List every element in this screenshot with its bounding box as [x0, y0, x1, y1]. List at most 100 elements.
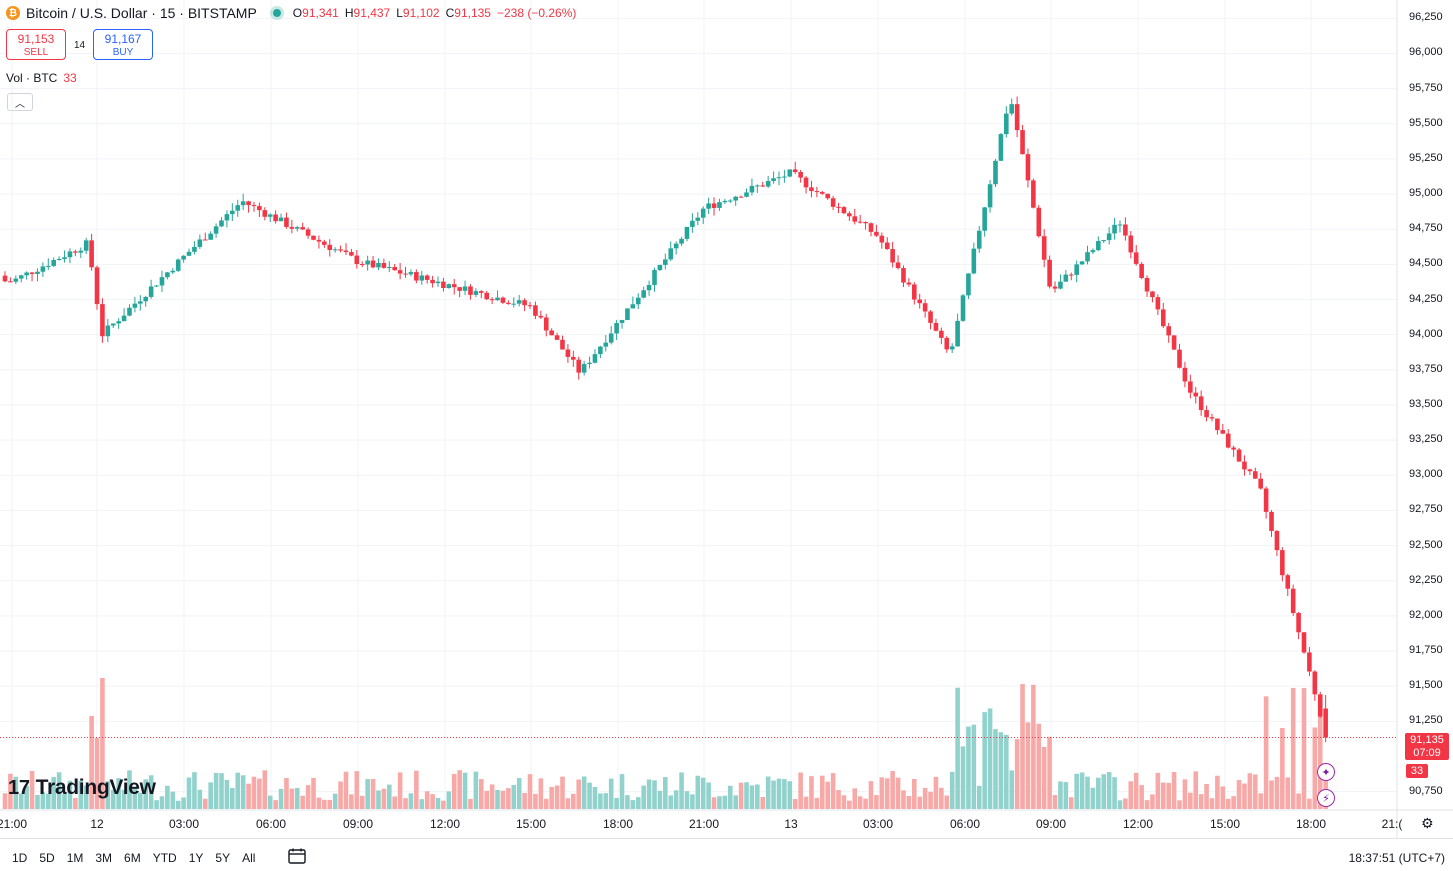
candle: [955, 313, 960, 347]
range-button-1d[interactable]: 1D: [12, 851, 28, 865]
candle-body: [1285, 575, 1291, 589]
timezone-clock[interactable]: 18:37:51 (UTC+7): [1348, 851, 1445, 865]
candle-body: [300, 227, 305, 230]
volume-bar: [322, 799, 327, 809]
candle-body: [1074, 264, 1079, 275]
price-tick-label: 91,750: [1409, 644, 1443, 657]
candle-body: [1117, 224, 1123, 226]
time-tick-label: 21:00: [0, 817, 28, 831]
tradingview-logo[interactable]: 17 TradingView: [8, 776, 156, 800]
candle-body: [554, 335, 560, 340]
candle-body: [1188, 381, 1193, 393]
candle-body: [116, 321, 121, 324]
symbol-title[interactable]: Bitcoin / U.S. Dollar · 15 · BITSTAMP: [26, 5, 257, 21]
volume-bar: [408, 793, 414, 809]
candle-body: [376, 262, 381, 268]
candle-body: [132, 303, 138, 308]
candle: [917, 293, 923, 309]
candle: [1280, 547, 1285, 582]
market-open-indicator: [272, 9, 281, 17]
range-button-3m[interactable]: 3M: [95, 851, 113, 865]
volume-bar: [262, 770, 268, 809]
collapse-legend-button[interactable]: ︿: [7, 93, 33, 111]
candle-body: [381, 262, 387, 268]
candle: [895, 255, 901, 270]
ai-assistant-button[interactable]: ✦: [1317, 763, 1335, 781]
volume-bar: [311, 777, 316, 809]
candle: [18, 274, 24, 283]
volume-bar: [1296, 793, 1301, 809]
calendar-icon[interactable]: [288, 848, 306, 864]
range-button-6m[interactable]: 6M: [124, 851, 141, 865]
volume-bar: [1079, 772, 1085, 809]
lightning-icon: ⚡: [1322, 792, 1330, 805]
candle: [1058, 274, 1063, 290]
candle: [392, 263, 397, 271]
candle: [1014, 96, 1020, 138]
volume-bar: [706, 782, 711, 809]
candle-body: [457, 287, 462, 291]
candle-body: [419, 275, 425, 281]
range-button-all[interactable]: All: [242, 851, 256, 865]
range-button-ytd[interactable]: YTD: [152, 851, 177, 865]
volume-bar: [224, 779, 230, 809]
candle: [1036, 204, 1042, 238]
candle: [776, 171, 782, 186]
volume-bar: [386, 784, 392, 809]
volume-bar: [1139, 785, 1144, 809]
candle: [138, 295, 143, 311]
candle-body: [51, 260, 57, 266]
volume-bar: [62, 793, 67, 809]
buy-button[interactable]: 91,167 BUY: [93, 29, 153, 60]
volume-bar: [625, 795, 630, 809]
candle-body: [1068, 274, 1074, 276]
price-chart[interactable]: [0, 0, 1453, 838]
volume-bar: [495, 789, 500, 809]
candle: [305, 227, 311, 239]
sell-button[interactable]: 91,153 SELL: [6, 29, 66, 60]
volume-bar: [966, 726, 971, 809]
candle-body: [825, 193, 830, 199]
candle-body: [251, 205, 257, 207]
range-button-5y[interactable]: 5Y: [215, 851, 231, 865]
candle: [879, 232, 885, 249]
time-tick-label: 21:(: [1381, 817, 1403, 831]
candle: [300, 222, 305, 231]
candle-body: [35, 271, 40, 274]
candle: [121, 308, 127, 322]
candle-body: [635, 297, 641, 305]
candle: [100, 298, 105, 343]
quick-trade-button[interactable]: ⚡: [1317, 789, 1335, 807]
volume-legend[interactable]: Vol · BTC 33: [6, 71, 77, 85]
candle-body: [690, 220, 695, 227]
candle-body: [857, 221, 863, 223]
volume-bar: [663, 777, 668, 809]
candle: [1307, 646, 1312, 677]
candle-body: [782, 176, 787, 178]
range-button-5d[interactable]: 5D: [39, 851, 55, 865]
volume-bar: [684, 791, 690, 809]
candle-body: [154, 285, 159, 287]
volume-bar: [711, 797, 717, 809]
volume-bar: [522, 792, 527, 809]
candle-body: [219, 220, 224, 227]
candle: [711, 197, 717, 216]
candle-body: [484, 292, 490, 300]
candle: [1085, 245, 1090, 265]
candle: [554, 332, 560, 341]
settings-gear-icon[interactable]: ⚙: [1421, 815, 1434, 831]
candle: [376, 258, 381, 270]
volume-bar: [516, 778, 522, 809]
candle-body: [619, 319, 625, 323]
volume-bar: [1106, 772, 1112, 809]
candle-body: [706, 203, 711, 209]
candle-body: [787, 169, 793, 177]
candle-body: [105, 325, 111, 337]
candle: [1079, 260, 1085, 266]
candle-body: [814, 191, 820, 193]
candle: [657, 264, 663, 272]
candle: [13, 275, 19, 284]
volume-bar: [630, 800, 636, 809]
range-button-1y[interactable]: 1Y: [188, 851, 204, 865]
range-button-1m[interactable]: 1M: [66, 851, 84, 865]
